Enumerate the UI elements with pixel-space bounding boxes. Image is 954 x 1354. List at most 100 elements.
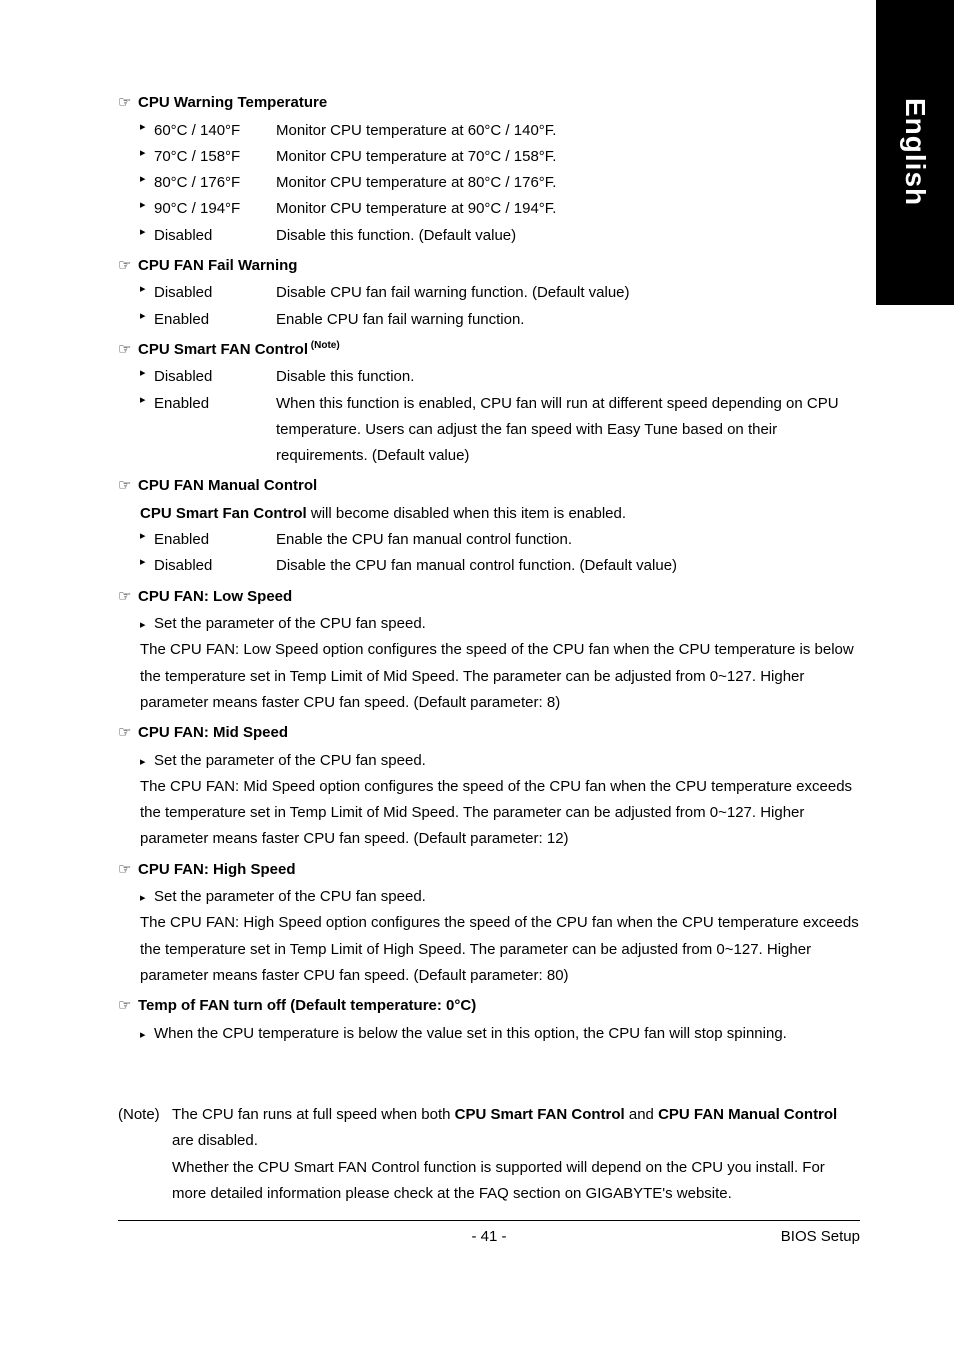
section-title: Temp of FAN turn off (Default temperatur… (138, 993, 476, 1019)
bullet-line: ▸Set the parameter of the CPU fan speed. (140, 884, 860, 910)
note-part: are disabled. (172, 1132, 258, 1149)
intro-rest: will become disabled when this item is e… (307, 505, 626, 522)
bullet-line: ▸Set the parameter of the CPU fan speed. (140, 611, 860, 637)
note-label: (Note) (118, 1102, 172, 1207)
section-title: CPU FAN Manual Control (138, 473, 317, 499)
note-part: and (625, 1106, 658, 1123)
section-header: ☞ CPU FAN: Mid Speed (118, 720, 860, 746)
option-desc: Monitor CPU temperature at 70°C / 158°F. (276, 144, 860, 170)
option-label: Disabled (154, 553, 276, 579)
option-label: Enabled (154, 527, 276, 553)
option-label: 90°C / 194°F (154, 196, 276, 222)
bullet-text: Set the parameter of the CPU fan speed. (154, 615, 426, 632)
option-row: ▸EnabledEnable CPU fan fail warning func… (140, 307, 860, 333)
option-label: Disabled (154, 223, 276, 249)
option-row: ▸EnabledWhen this function is enabled, C… (140, 391, 860, 470)
language-side-tab: English (876, 0, 954, 305)
section-title: CPU FAN: High Speed (138, 857, 296, 883)
pointer-icon: ☞ (118, 90, 138, 116)
option-label: Enabled (154, 307, 276, 333)
bullet-icon: ▸ (140, 118, 154, 144)
option-row: ▸DisabledDisable this function. (Default… (140, 223, 860, 249)
section-cpu-fan-low-speed: ☞ CPU FAN: Low Speed ▸Set the parameter … (118, 584, 860, 717)
note-superscript: (Note) (308, 340, 340, 351)
option-row: ▸DisabledDisable the CPU fan manual cont… (140, 553, 860, 579)
option-desc: Monitor CPU temperature at 80°C / 176°F. (276, 170, 860, 196)
option-desc: Monitor CPU temperature at 60°C / 140°F. (276, 118, 860, 144)
section-title: CPU FAN Fail Warning (138, 253, 297, 279)
section-para: The CPU FAN: High Speed option configure… (140, 910, 860, 989)
pointer-icon: ☞ (118, 473, 138, 499)
pointer-icon: ☞ (118, 993, 138, 1019)
page-number: - 41 - (471, 1228, 506, 1245)
section-header: ☞ CPU FAN Manual Control (118, 473, 860, 499)
section-title: CPU Smart FAN Control (Note) (138, 337, 340, 363)
note-text: The CPU fan runs at full speed when both… (172, 1102, 860, 1207)
section-para: The CPU FAN: Low Speed option configures… (140, 637, 860, 716)
option-desc: Enable the CPU fan manual control functi… (276, 527, 860, 553)
bullet-text: Set the parameter of the CPU fan speed. (154, 888, 426, 905)
bullet-icon: ▸ (140, 364, 154, 390)
language-label: English (899, 98, 931, 206)
section-cpu-smart-fan-control: ☞ CPU Smart FAN Control (Note) ▸Disabled… (118, 337, 860, 470)
option-row: ▸DisabledDisable this function. (140, 364, 860, 390)
bullet-icon: ▸ (140, 170, 154, 196)
section-header: ☞ CPU FAN: Low Speed (118, 584, 860, 610)
bullet-icon: ▸ (140, 391, 154, 470)
note-part: The CPU fan runs at full speed when both (172, 1106, 455, 1123)
section-cpu-fan-manual-control: ☞ CPU FAN Manual Control CPU Smart Fan C… (118, 473, 860, 579)
section-title: CPU Warning Temperature (138, 90, 327, 116)
bullet-icon: ▸ (140, 144, 154, 170)
section-header: ☞ CPU Smart FAN Control (Note) (118, 337, 860, 363)
option-label: Enabled (154, 391, 276, 470)
option-desc: Monitor CPU temperature at 90°C / 194°F. (276, 196, 860, 222)
section-cpu-fan-fail-warning: ☞ CPU FAN Fail Warning ▸DisabledDisable … (118, 253, 860, 333)
pointer-icon: ☞ (118, 720, 138, 746)
section-header: ☞ CPU Warning Temperature (118, 90, 860, 116)
bullet-icon: ▸ (140, 196, 154, 222)
footer-divider (118, 1220, 860, 1221)
option-label: Disabled (154, 364, 276, 390)
page-footer: - 41 - BIOS Setup (118, 1228, 860, 1245)
section-cpu-fan-mid-speed: ☞ CPU FAN: Mid Speed ▸Set the parameter … (118, 720, 860, 853)
pointer-icon: ☞ (118, 584, 138, 610)
pointer-icon: ☞ (118, 253, 138, 279)
bullet-icon: ▸ (140, 223, 154, 249)
section-title: CPU FAN: Low Speed (138, 584, 292, 610)
pointer-icon: ☞ (118, 857, 138, 883)
section-intro: CPU Smart Fan Control will become disabl… (140, 501, 860, 527)
section-title: CPU FAN: Mid Speed (138, 720, 288, 746)
option-desc: Enable CPU fan fail warning function. (276, 307, 860, 333)
page-content: ☞ CPU Warning Temperature ▸60°C / 140°FM… (118, 90, 860, 1051)
section-header: ☞ Temp of FAN turn off (Default temperat… (118, 993, 860, 1019)
option-row: ▸90°C / 194°FMonitor CPU temperature at … (140, 196, 860, 222)
bullet-text: Set the parameter of the CPU fan speed. (154, 752, 426, 769)
bullet-icon: ▸ (140, 753, 154, 772)
option-row: ▸70°C / 158°FMonitor CPU temperature at … (140, 144, 860, 170)
option-desc: Disable CPU fan fail warning function. (… (276, 280, 860, 306)
bullet-icon: ▸ (140, 280, 154, 306)
section-header: ☞ CPU FAN: High Speed (118, 857, 860, 883)
option-row: ▸80°C / 176°FMonitor CPU temperature at … (140, 170, 860, 196)
bullet-icon: ▸ (140, 1026, 154, 1045)
option-label: Disabled (154, 280, 276, 306)
bullet-text: When the CPU temperature is below the va… (154, 1025, 787, 1042)
option-desc: Disable this function. (Default value) (276, 223, 860, 249)
note-line2: Whether the CPU Smart FAN Control functi… (172, 1155, 860, 1208)
option-row: ▸60°C / 140°FMonitor CPU temperature at … (140, 118, 860, 144)
option-label: 70°C / 158°F (154, 144, 276, 170)
option-desc: When this function is enabled, CPU fan w… (276, 391, 860, 470)
pointer-icon: ☞ (118, 337, 138, 363)
note-bold: CPU Smart FAN Control (455, 1106, 625, 1123)
bullet-line: ▸When the CPU temperature is below the v… (140, 1021, 860, 1047)
bullet-icon: ▸ (140, 889, 154, 908)
title-text: CPU Smart FAN Control (138, 341, 308, 358)
option-desc: Disable the CPU fan manual control funct… (276, 553, 860, 579)
option-label: 60°C / 140°F (154, 118, 276, 144)
option-row: ▸EnabledEnable the CPU fan manual contro… (140, 527, 860, 553)
bullet-icon: ▸ (140, 307, 154, 333)
option-row: ▸DisabledDisable CPU fan fail warning fu… (140, 280, 860, 306)
bullet-icon: ▸ (140, 527, 154, 553)
section-para: The CPU FAN: Mid Speed option configures… (140, 774, 860, 853)
option-label: 80°C / 176°F (154, 170, 276, 196)
